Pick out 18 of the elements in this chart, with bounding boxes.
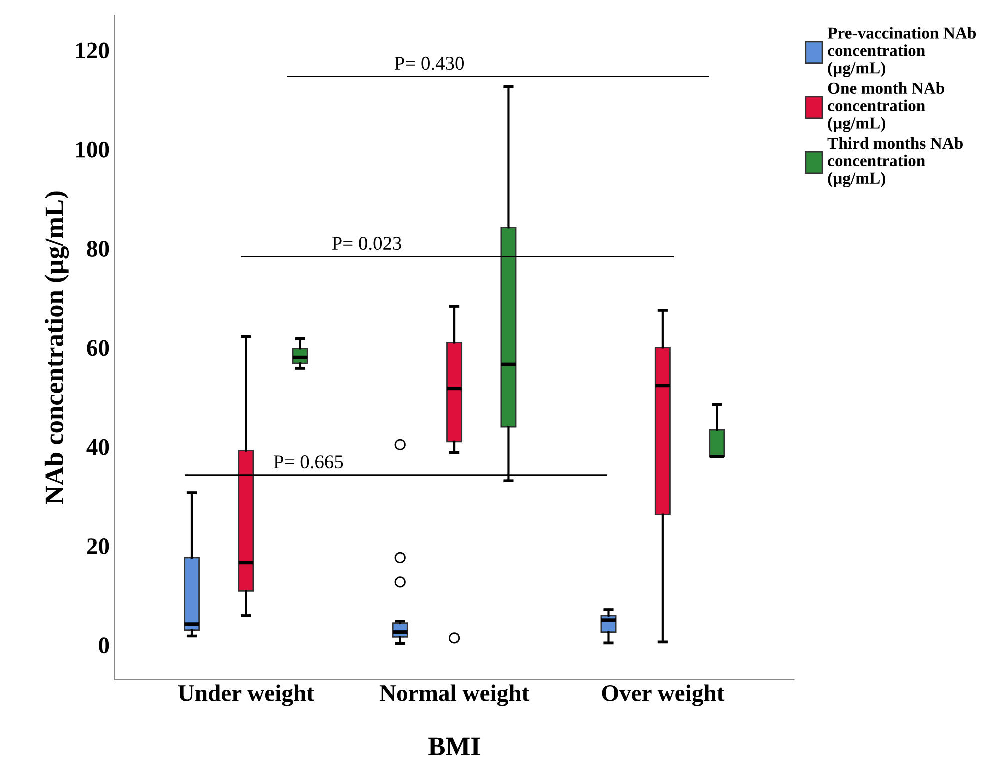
x-tick-label: Normal weight <box>380 684 530 706</box>
x-tick-label: Over weight <box>602 684 725 706</box>
y-tick-label: 80 <box>87 241 110 257</box>
legend-label: One month NAb concentration (µg/mL) <box>828 82 944 132</box>
y-tick-label: 60 <box>87 340 110 356</box>
x-tick-label: Under weight <box>178 684 314 706</box>
y-axis-title: NAb concentration (µg/mL) <box>44 192 70 504</box>
y-tick-label: 100 <box>76 142 110 158</box>
annotation: P= 0.665 <box>274 456 344 469</box>
annotation: P= 0.430 <box>394 56 464 70</box>
legend-label: Third months NAb concentration (µg/mL) <box>828 137 964 188</box>
y-tick-label: 40 <box>86 439 110 456</box>
y-tick-label: 20 <box>87 538 110 554</box>
annotation: P= 0.023 <box>332 236 402 250</box>
x-axis-title: BMI <box>428 738 480 756</box>
legend-label: Pre-vaccination NAb concentration (µg/mL) <box>828 27 976 78</box>
y-tick-label: 120 <box>76 42 110 59</box>
y-tick-label: 0 <box>99 638 110 654</box>
